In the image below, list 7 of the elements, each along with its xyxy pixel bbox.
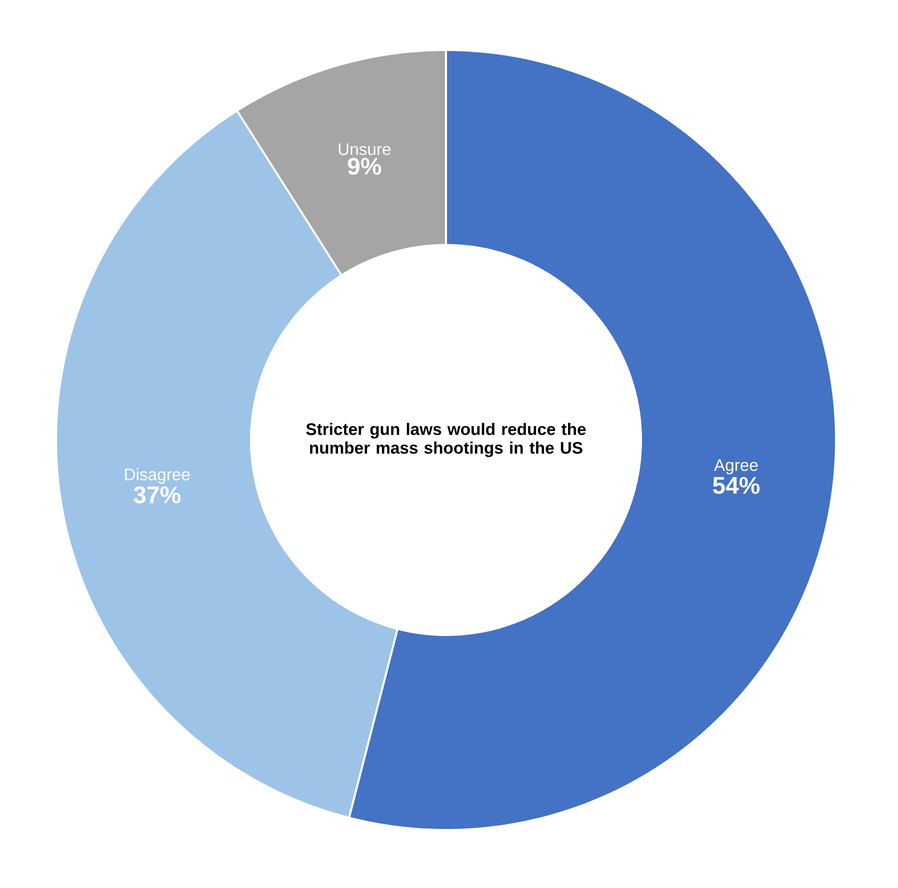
slice-label: Disagree — [125, 468, 190, 484]
data-label: 54% — [712, 476, 760, 494]
data-label: 9% — [348, 158, 382, 175]
slice-label: Agree — [714, 459, 758, 474]
data-label: 37% — [134, 486, 180, 504]
text: Stricter gun laws would reduce the number mass shootings in the US — [306, 422, 586, 458]
slice-label: Unsure — [338, 143, 391, 156]
